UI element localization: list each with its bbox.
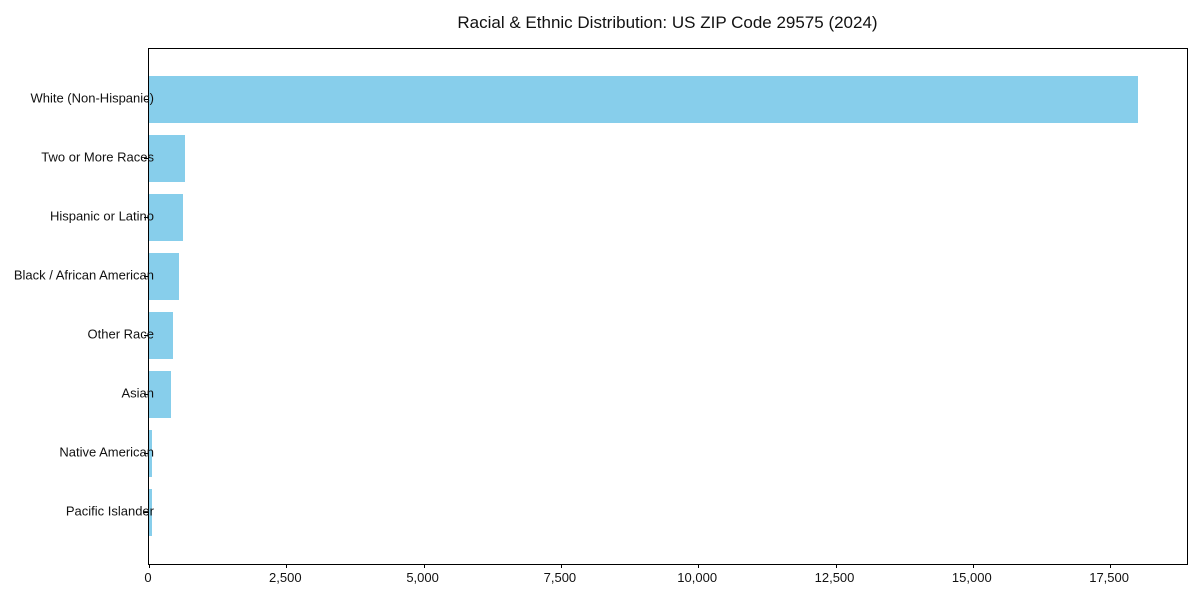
- bar-black-african-american: [149, 252, 180, 300]
- y-axis-tick: [144, 453, 148, 454]
- x-tick-label: 7,500: [543, 570, 577, 585]
- y-axis-tick: [144, 512, 148, 513]
- y-axis-tick: [144, 394, 148, 395]
- category-label: Two or More Races: [41, 149, 154, 165]
- y-axis-tick: [144, 335, 148, 336]
- x-tick-label: 5,000: [406, 570, 439, 585]
- x-axis-tick: [698, 564, 700, 568]
- bar-native-american: [149, 429, 153, 477]
- category-label: Pacific Islander: [65, 503, 154, 519]
- x-tick-label: 12,500: [814, 570, 855, 585]
- bar-white-non-hispanic: [149, 75, 1138, 123]
- category-label: Other Race: [87, 326, 154, 342]
- x-axis-tick: [560, 564, 562, 568]
- bar-pacific-islander: [149, 488, 152, 536]
- category-label: Hispanic or Latino: [49, 208, 154, 224]
- category-label: Black / African American: [13, 267, 154, 283]
- category-label: Native American: [59, 444, 154, 460]
- x-axis-tick: [972, 564, 974, 568]
- x-axis-tick: [423, 564, 425, 568]
- bar-other-race: [149, 311, 173, 359]
- x-tick-label: 2,500: [269, 570, 302, 585]
- category-label: Asian: [121, 385, 154, 401]
- y-axis-tick: [144, 217, 148, 218]
- x-axis-tick: [1110, 564, 1112, 568]
- x-tick-label: 15,000: [951, 570, 992, 585]
- x-tick-label: 10,000: [677, 570, 718, 585]
- x-tick-label: 0: [144, 570, 152, 585]
- y-axis-tick: [144, 158, 148, 159]
- y-axis-tick: [144, 276, 148, 277]
- bar-two-or-more-races: [149, 134, 185, 182]
- plot-area: [144, 48, 1188, 568]
- x-axis-tick: [835, 564, 837, 568]
- chart-title: Racial & Ethnic Distribution: US ZIP Cod…: [457, 13, 878, 32]
- category-label: White (Non-Hispanic): [30, 90, 154, 106]
- bar-hispanic-or-latino: [149, 193, 184, 241]
- y-axis-tick: [144, 99, 148, 100]
- x-axis-tick: [149, 564, 150, 568]
- x-tick-label: 17,500: [1089, 570, 1129, 585]
- x-axis-tick: [286, 564, 288, 568]
- bar-asian: [149, 370, 171, 418]
